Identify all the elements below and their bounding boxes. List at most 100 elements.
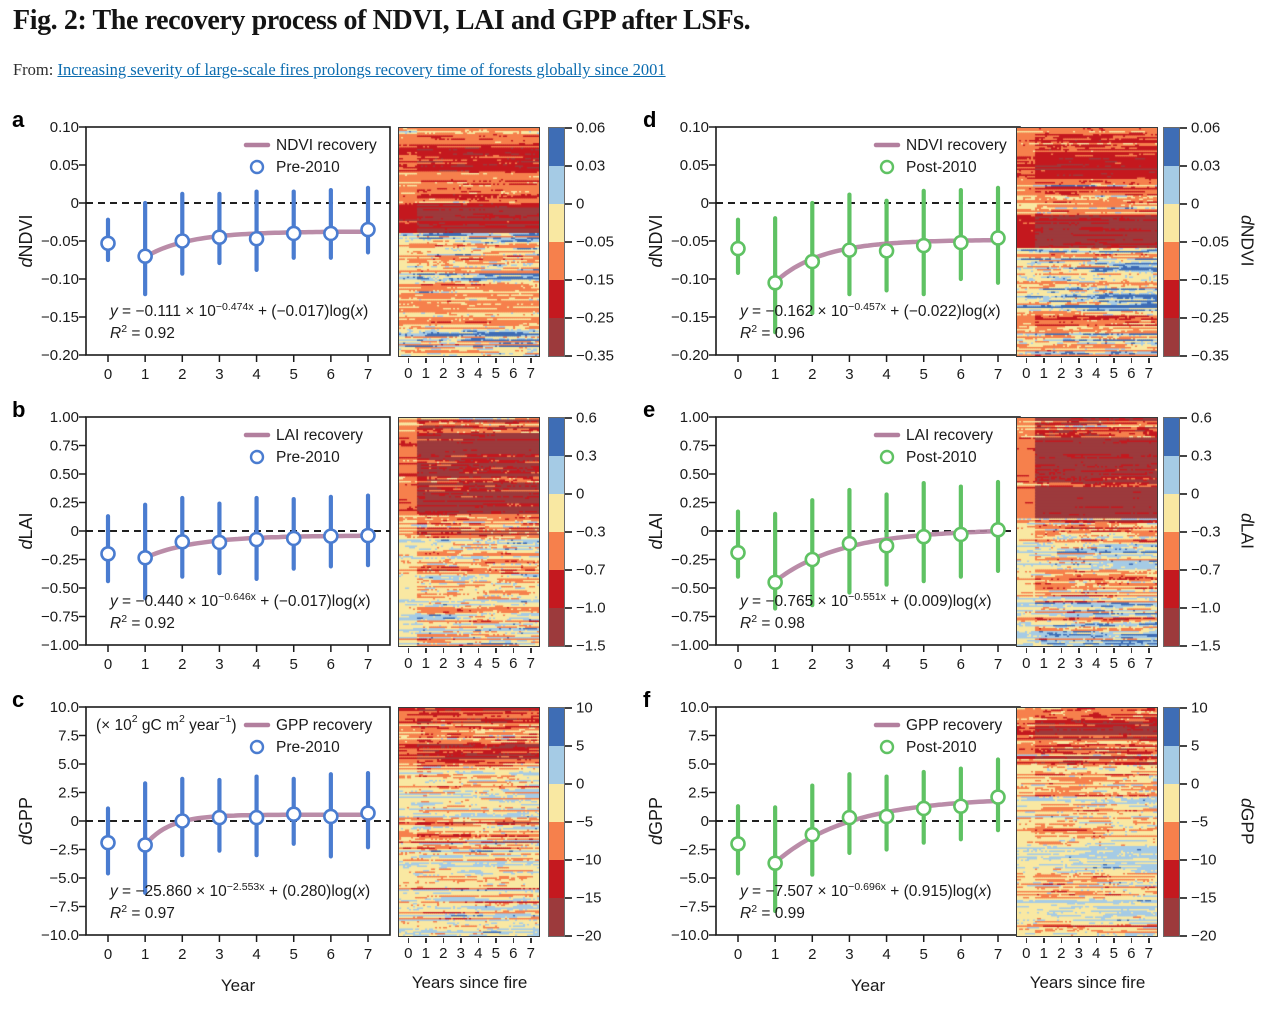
x-tick-label: 6 <box>957 946 965 963</box>
colorbar-tick <box>1180 569 1187 571</box>
x-tick-label: 1 <box>771 366 779 383</box>
colorbar-c: 10 5 0 −5 −10 −15 −20 <box>548 700 638 945</box>
heatmap-x-tick <box>1095 358 1097 363</box>
heatmap-x-tick-label: 3 <box>1074 655 1083 672</box>
y-tick-label: −0.20 <box>41 347 79 364</box>
heatmap-x-tick <box>425 648 427 653</box>
x-tick-label: 4 <box>882 656 890 673</box>
x-tick-label: 1 <box>771 946 779 963</box>
colorbar-tick-label: −5 <box>576 813 594 831</box>
y-tick-label: −10.0 <box>671 927 709 944</box>
heatmap-x-tick-label: 0 <box>1022 365 1031 382</box>
colorbar-d: 0.06 0.03 0 −0.05 −0.15 −0.25 −0.35 <box>1163 120 1253 365</box>
data-point <box>137 248 153 264</box>
x-tick-label: 7 <box>994 946 1002 963</box>
colorbar-tick-label: −0.15 <box>1191 271 1229 289</box>
y-tick-label: 10.0 <box>680 699 709 716</box>
right-axis-label-f: dGPP <box>1235 707 1259 935</box>
colorbar-gradient <box>1163 127 1180 357</box>
colorbar-tick-label: 5 <box>1191 737 1200 755</box>
colorbar-segment <box>549 822 564 860</box>
colorbar-tick <box>565 203 572 205</box>
data-point <box>953 234 969 251</box>
colorbar-tick-label: −15 <box>1191 889 1217 907</box>
heatmap-x-tick-label: 6 <box>1127 655 1136 672</box>
y-tick-label: 7.5 <box>58 727 79 744</box>
colorbar-segment <box>549 204 564 242</box>
heatmap-x-tick <box>460 648 462 653</box>
y-tick-label: −5.0 <box>49 870 79 887</box>
data-point <box>174 813 191 829</box>
colorbar-tick <box>1180 531 1187 533</box>
x-tick-label: 5 <box>920 946 928 963</box>
data-point <box>841 535 858 552</box>
heatmap-x-tick <box>442 358 444 363</box>
y-tick-label: 0.25 <box>680 494 709 511</box>
x-tick-label: 0 <box>734 656 742 673</box>
source-line: From: Increasing severity of large-scale… <box>13 60 666 80</box>
line-chart-b: 1.00 0.75 0.50 0.25 0 −0.25 −0.50 −0.75 −1.00 0 1 2… <box>16 409 391 673</box>
heatmap-x-tick <box>1113 938 1115 943</box>
colorbar-segment <box>549 280 564 318</box>
colorbar-tick-label: 0 <box>576 775 585 793</box>
colorbar-b: 0.6 0.3 0 −0.3 −0.7 −1.0 −1.5 <box>548 410 638 655</box>
colorbar-segment <box>549 166 564 204</box>
heatmap-x-tick <box>1060 938 1062 943</box>
colorbar-tick <box>1180 607 1187 609</box>
colorbar-tick-label: −0.05 <box>1191 233 1229 251</box>
heatmap-x-tick-label: 3 <box>1074 365 1083 382</box>
fit-equation-e: y = −0.765 × 10−0.551x + (0.009)log(x) <box>739 591 992 610</box>
y-tick-label: −0.50 <box>41 580 79 597</box>
colorbar-segment <box>1164 242 1179 280</box>
x-tick-label: 5 <box>920 656 928 673</box>
colorbar-tick-label: −0.7 <box>1191 561 1221 579</box>
heatmap-x-tick-label: 1 <box>421 655 430 672</box>
heatmap-x-tick-label: 7 <box>526 365 535 382</box>
legend-marker-label: Pre-2010 <box>276 739 340 756</box>
fit-equation-c: y = −25.860 × 10−2.553x + (0.280)log(x) <box>109 881 370 900</box>
colorbar-tick <box>565 821 572 823</box>
source-link[interactable]: Increasing severity of large-scale fires… <box>57 60 666 79</box>
y-tick-label: −0.50 <box>671 580 709 597</box>
legend-line-label: GPP recovery <box>906 717 1002 734</box>
heatmap-x-tick <box>1095 648 1097 653</box>
heatmap-c <box>398 707 540 937</box>
x-tick-label: 0 <box>104 946 112 963</box>
x-tick-label: 3 <box>215 656 223 673</box>
legend-marker-label: Post-2010 <box>906 449 977 466</box>
colorbar-tick <box>1180 203 1187 205</box>
colorbar-segment <box>1164 280 1179 318</box>
colorbar-gradient <box>548 127 565 357</box>
colorbar-tick-label: −0.3 <box>1191 523 1221 541</box>
y-tick-label: 0.75 <box>50 437 79 454</box>
fit-equation-f: y = −7.507 × 10−0.696x + (0.915)log(x) <box>739 881 992 900</box>
colorbar-segment <box>1164 570 1179 608</box>
colorbar-tick <box>1180 317 1187 319</box>
x-tick-label: 4 <box>882 946 890 963</box>
colorbar-segment <box>1164 494 1179 532</box>
heatmap-panel-f: 0 1 2 3 4 5 6 7 Years since fire <box>1016 707 1159 1007</box>
colorbar-tick-label: 0.3 <box>576 447 597 465</box>
x-tick-label: 3 <box>215 946 223 963</box>
colorbar-tick-label: 0 <box>1191 195 1200 213</box>
data-point <box>730 836 746 852</box>
data-point <box>804 826 821 843</box>
heatmap-f <box>1016 707 1158 937</box>
heatmap-x-tick-label: 1 <box>1039 945 1048 962</box>
x-tick-label: 2 <box>808 946 816 963</box>
y-tick-label: 0.25 <box>50 494 79 511</box>
colorbar-segment <box>1164 318 1179 356</box>
legend-line-label: LAI recovery <box>276 427 363 444</box>
colorbar-tick-label: 0.6 <box>576 409 597 427</box>
x-tick-label: 5 <box>290 366 298 383</box>
x-tick-label: 5 <box>920 366 928 383</box>
data-point <box>211 534 228 551</box>
x-tick-label: 6 <box>327 366 335 383</box>
data-point <box>323 808 339 825</box>
colorbar-tick <box>565 531 572 533</box>
colorbar-segment <box>1164 456 1179 494</box>
heatmap-x-tick <box>1025 648 1027 653</box>
